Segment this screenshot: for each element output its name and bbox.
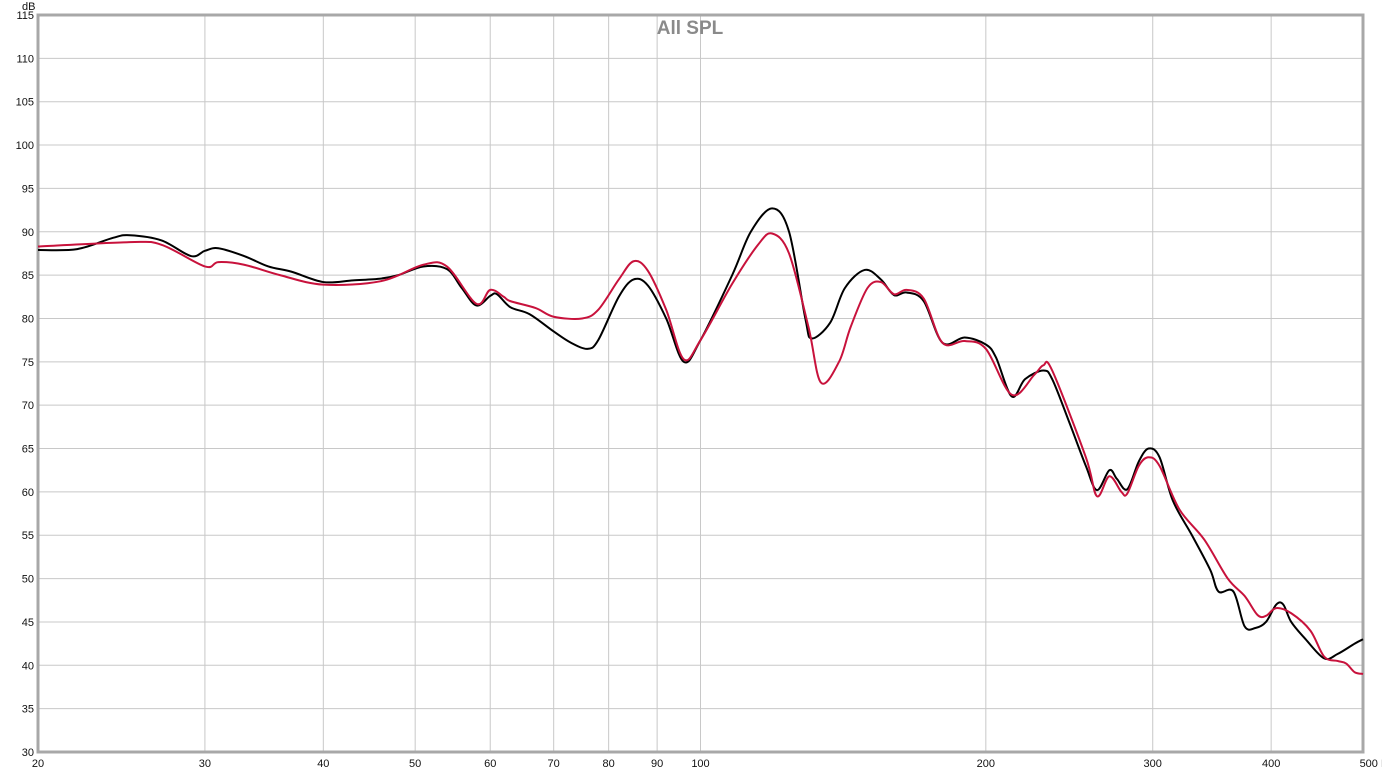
x-tick-label: 400	[1262, 758, 1280, 770]
x-tick-label: 500 Hz	[1360, 758, 1382, 770]
y-tick-label: 70	[22, 400, 34, 412]
x-tick-label: 200	[977, 758, 995, 770]
y-tick-label: 50	[22, 574, 34, 586]
plot-frame	[36, 13, 1365, 754]
x-tick-label: 100	[691, 758, 709, 770]
chart-title: All SPL	[657, 18, 724, 39]
x-tick-label: 90	[651, 758, 663, 770]
series-group	[37, 207, 1364, 675]
y-tick-label: 65	[22, 444, 34, 456]
x-tick-label: 20	[32, 758, 44, 770]
x-tick-label: 60	[484, 758, 496, 770]
y-axis-unit: dB	[22, 1, 35, 13]
y-tick-label: 45	[22, 617, 34, 629]
y-tick-label: 60	[22, 487, 34, 499]
y-tick-label: 95	[22, 183, 34, 195]
y-tick-label: 85	[22, 270, 34, 282]
x-tick-label: 70	[548, 758, 560, 770]
y-tick-label: 115	[16, 10, 34, 22]
x-tick-label: 40	[317, 758, 329, 770]
series-line-1	[37, 207, 1364, 661]
y-tick-label: 40	[22, 660, 34, 672]
x-tick-label: 30	[199, 758, 211, 770]
y-tick-label: 110	[16, 53, 34, 65]
y-tick-label: 105	[16, 97, 34, 109]
y-tick-label: 90	[22, 227, 34, 239]
x-tick-label: 300	[1144, 758, 1162, 770]
y-tick-label: 55	[22, 530, 34, 542]
y-tick-label: 35	[22, 704, 34, 716]
y-tick-label: 30	[22, 747, 34, 759]
x-tick-label: 80	[603, 758, 615, 770]
x-tick-label: 50	[409, 758, 421, 770]
y-tick-label: 80	[22, 313, 34, 325]
y-tick-label: 100	[16, 140, 34, 152]
series-line-2	[37, 232, 1364, 675]
y-tick-label: 75	[22, 357, 34, 369]
